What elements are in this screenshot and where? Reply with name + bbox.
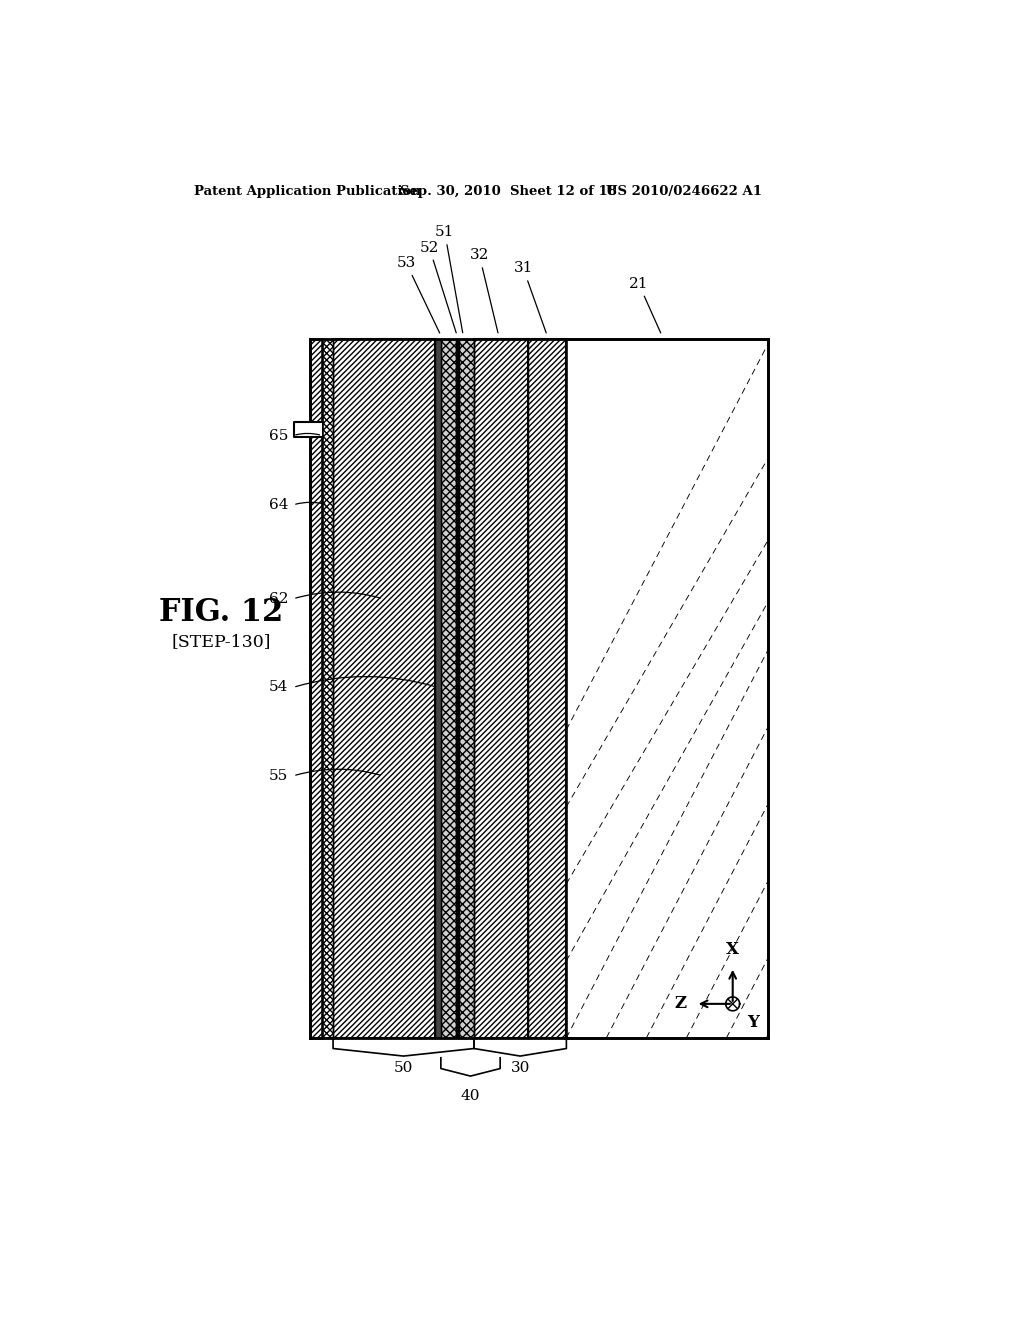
Text: 55: 55 [269,770,289,783]
Text: 21: 21 [629,277,660,333]
Text: 32: 32 [470,248,498,333]
Bar [323,339,333,1038]
Bar [460,339,474,1038]
Bar [528,339,566,1038]
Text: 40: 40 [461,1089,480,1102]
Bar [310,339,323,1038]
Text: 51: 51 [435,226,463,333]
Bar [528,339,566,1038]
Text: 52: 52 [420,240,457,333]
Bar [456,339,460,1038]
Text: Patent Application Publication: Patent Application Publication [195,185,421,198]
Text: [STEP-130]: [STEP-130] [172,632,271,649]
Bar [566,339,768,1038]
Text: 65: 65 [269,429,289,442]
Bar [566,339,768,1038]
Text: 30: 30 [511,1061,529,1074]
Bar [435,339,441,1038]
Bar [441,339,456,1038]
Bar [333,339,435,1038]
Text: 31: 31 [514,261,546,333]
Text: 64: 64 [269,498,289,512]
Text: Y: Y [748,1014,759,1031]
Text: US 2010/0246622 A1: US 2010/0246622 A1 [606,185,763,198]
Text: Sep. 30, 2010  Sheet 12 of 18: Sep. 30, 2010 Sheet 12 of 18 [400,185,616,198]
Bar [474,339,528,1038]
Bar [294,422,323,437]
Text: FIG. 12: FIG. 12 [160,597,284,628]
Text: 62: 62 [269,591,289,606]
Bar [333,339,435,1038]
Bar [441,339,456,1038]
Text: 53: 53 [396,256,439,333]
Text: Z: Z [675,995,686,1012]
Bar [460,339,474,1038]
Text: X: X [726,941,739,958]
Bar [474,339,528,1038]
Text: 54: 54 [269,680,289,694]
Text: 50: 50 [394,1061,414,1074]
